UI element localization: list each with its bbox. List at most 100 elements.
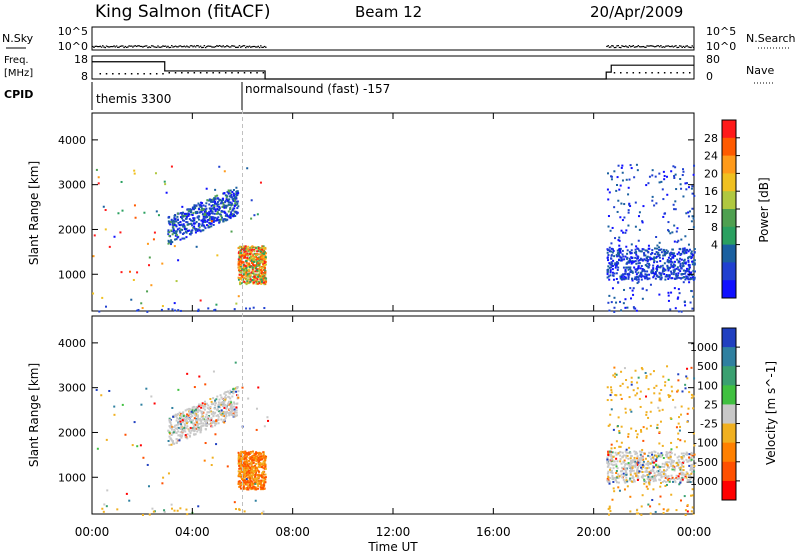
scatter-point [658, 397, 661, 400]
scatter-point [613, 463, 616, 466]
scatter-point [691, 215, 694, 218]
scatter-point [682, 452, 685, 455]
scatter-point [220, 201, 223, 204]
scatter-point [660, 474, 663, 477]
scatter-point [208, 407, 211, 410]
scatter-point [207, 218, 210, 221]
scatter-point [251, 255, 254, 258]
scatter-point [666, 265, 669, 268]
scatter-point [621, 171, 624, 174]
scatter-point [691, 260, 694, 263]
scatter-point [659, 479, 662, 482]
scatter-point [681, 276, 684, 279]
scatter-point [622, 454, 625, 457]
scatter-point [234, 193, 237, 196]
scatter-point [239, 470, 242, 473]
scatter-point [645, 289, 648, 292]
scatter-point [233, 213, 236, 216]
scatter-point [666, 452, 669, 455]
scatter-point [257, 456, 260, 459]
scatter-point [259, 247, 262, 250]
scatter-point [689, 480, 692, 483]
scatter-point [671, 468, 674, 471]
nsky-point [158, 46, 160, 48]
scatter-point [648, 273, 651, 276]
nsky-point [265, 46, 267, 48]
scatter-point [216, 395, 219, 398]
scatter-point [236, 207, 239, 210]
scatter-point [637, 262, 640, 265]
scatter-point [240, 277, 243, 280]
scatter-point [665, 175, 668, 178]
scatter-point [214, 197, 217, 200]
scatter-point [637, 215, 640, 218]
scatter-point [208, 418, 211, 421]
scatter-point [688, 479, 691, 482]
scatter-point [239, 487, 242, 490]
scatter-point [636, 257, 639, 260]
scatter-point [204, 208, 207, 211]
scatter-point [646, 277, 649, 280]
scatter-point [235, 387, 238, 390]
colorbar-swatch [722, 137, 736, 157]
scatter-point [247, 451, 250, 454]
scatter-point [174, 424, 177, 427]
scatter-point [639, 267, 642, 270]
scatter-point [628, 257, 631, 260]
scatter-point [627, 193, 630, 196]
scatter-point [171, 432, 174, 435]
scatter-point [104, 228, 107, 231]
scatter-point [667, 456, 670, 459]
scatter-point [619, 470, 622, 473]
scatter-point [209, 215, 212, 218]
nave-point [632, 72, 635, 74]
scatter-point [185, 221, 188, 224]
scatter-point [248, 452, 251, 455]
freq-series-line [92, 61, 694, 80]
scatter-point [255, 477, 258, 480]
scatter-point [201, 414, 204, 417]
scatter-point [168, 215, 171, 218]
colorbar-tick-label: -25 [700, 418, 718, 431]
scatter-point [98, 310, 101, 313]
scatter-point [186, 212, 189, 215]
scatter-point [212, 397, 215, 400]
scatter-point [256, 269, 259, 272]
scatter-point [213, 212, 216, 215]
scatter-point [264, 277, 267, 280]
scatter-point [180, 425, 183, 428]
scatter-point [227, 210, 230, 213]
scatter-point [669, 394, 672, 397]
scatter-point [223, 400, 226, 403]
scatter-point [214, 433, 217, 436]
scatter-point [257, 262, 260, 265]
scatter-point [180, 223, 183, 226]
scatter-point [643, 252, 646, 255]
scatter-point [242, 451, 245, 454]
scatter-point [655, 251, 658, 254]
colorbar-swatch [722, 404, 736, 425]
scatter-point [225, 213, 228, 216]
scatter-point [212, 223, 215, 226]
scatter-point [686, 269, 689, 272]
nave-point [262, 72, 265, 74]
scatter-point [255, 428, 258, 431]
scatter-point [640, 458, 643, 461]
nsky-point [149, 46, 152, 48]
scatter-point [633, 260, 636, 263]
nsearch-label: N.Search [746, 32, 796, 45]
scatter-point [250, 255, 253, 258]
scatter-point [258, 264, 261, 267]
scatter-point [257, 461, 260, 464]
scatter-point [245, 463, 248, 466]
scatter-point [607, 301, 610, 304]
scatter-point [682, 195, 685, 198]
scatter-point [190, 213, 193, 216]
scatter-point [688, 391, 691, 394]
scatter-point [691, 274, 694, 277]
scatter-point [664, 384, 667, 387]
nsky-point [656, 45, 658, 47]
scatter-point [209, 419, 212, 422]
scatter-point [260, 274, 263, 277]
scatter-point [682, 281, 685, 284]
